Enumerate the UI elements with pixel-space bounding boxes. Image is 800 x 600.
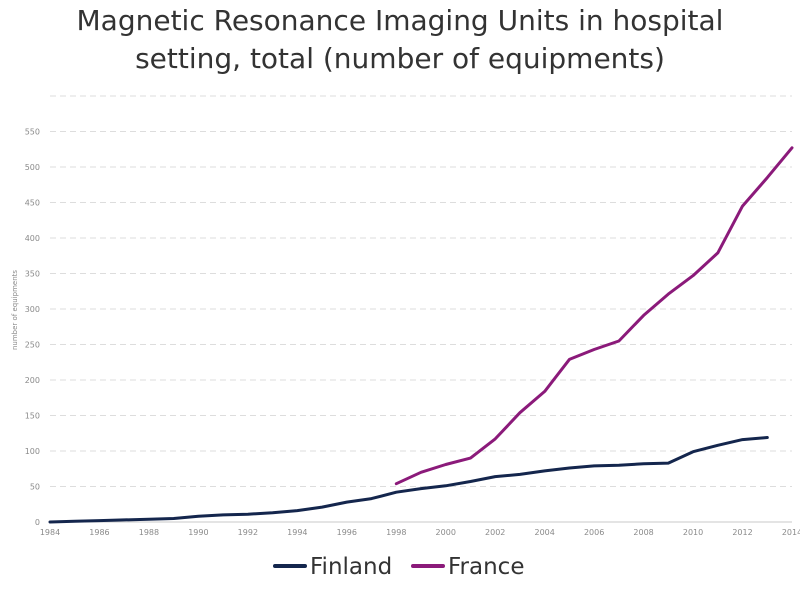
legend: Finland France [273,554,524,580]
chart-title-line-2: setting, total (number of equipments) [135,42,665,75]
y-axis-ticks: 0 50 100 150 200 250 300 350 400 450 500 550 [25,128,40,528]
series-line-france [394,146,794,486]
x-tick-label-1984: 1984 [40,528,60,537]
x-tick-label-2002: 2002 [485,528,505,537]
y-tick-label-550: 550 [25,128,40,137]
y-tick-label-100: 100 [25,447,40,456]
x-tick-label-1990: 1990 [188,528,208,537]
x-tick-label-1992: 1992 [238,528,258,537]
x-tick-label-2004: 2004 [534,528,554,537]
x-tick-label-2008: 2008 [633,528,653,537]
y-tick-label-400: 400 [25,234,40,243]
y-tick-label-50: 50 [30,483,40,492]
y-tick-label-300: 300 [25,305,40,314]
y-tick-label-500: 500 [25,163,40,172]
x-tick-label-1998: 1998 [386,528,406,537]
x-axis-ticks: 1984 1986 1988 1990 1992 1994 1996 1998 2000 2002… [40,528,800,537]
y-tick-label-0: 0 [35,518,40,527]
x-tick-label-2010: 2010 [683,528,703,537]
x-tick-label-1988: 1988 [139,528,159,537]
x-tick-label-2000: 2000 [436,528,456,537]
x-tick-label-2006: 2006 [584,528,604,537]
legend-item-france[interactable]: France [411,554,524,580]
x-tick-label-1986: 1986 [89,528,109,537]
x-tick-label-2012: 2012 [732,528,752,537]
chart-title: Magnetic Resonance Imaging Units in hosp… [77,4,724,75]
chart-title-line-1: Magnetic Resonance Imaging Units in hosp… [77,4,724,37]
grid-lines [50,95,792,487]
y-tick-label-350: 350 [25,270,40,279]
legend-label: Finland [310,554,392,580]
x-tick-label-1994: 1994 [287,528,307,537]
legend-label: France [448,554,524,580]
y-tick-label-250: 250 [25,341,40,350]
legend-item-finland[interactable]: Finland [273,554,392,580]
y-tick-label-150: 150 [25,412,40,421]
series-line-finland [48,436,769,524]
x-tick-label-2014: 2014 [782,528,800,537]
x-tick-label-1996: 1996 [337,528,357,537]
y-tick-label-450: 450 [25,199,40,208]
y-tick-label-200: 200 [25,376,40,385]
y-axis-label: number of equipments [11,270,19,350]
series-lines [48,146,794,524]
